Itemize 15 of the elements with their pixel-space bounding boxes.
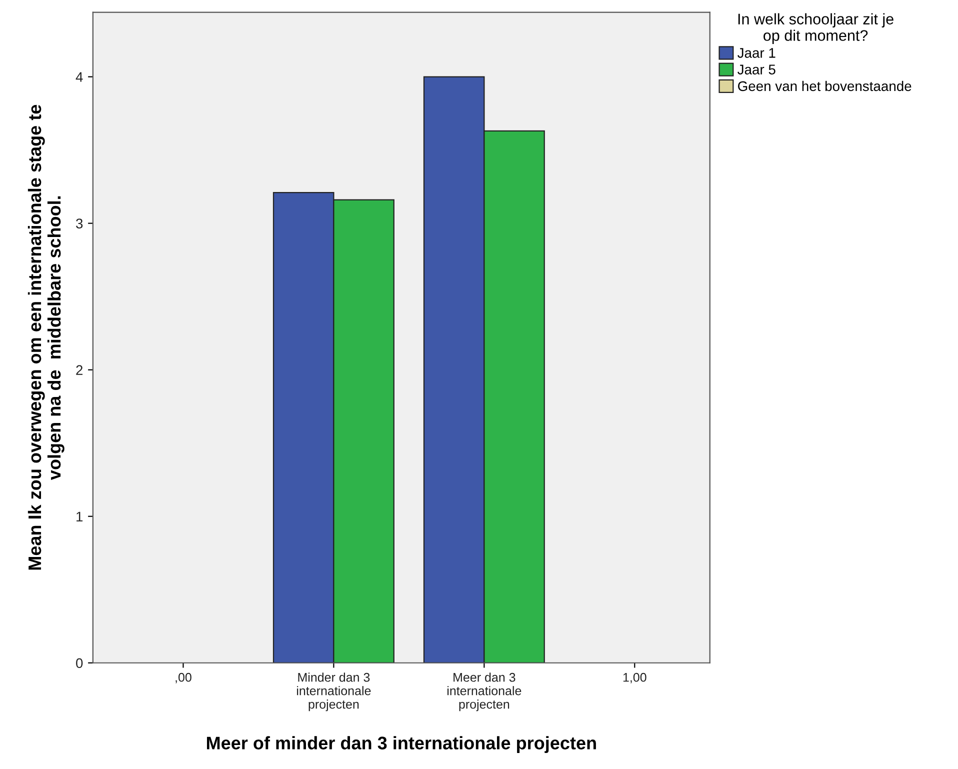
y-axis-title: Mean Ik zou overwegen om een internationale stage te volgen na de middelbare school. xyxy=(28,104,64,570)
y-tick-label: 0 xyxy=(76,658,83,668)
x-tick-label: ,00 xyxy=(176,672,192,684)
y-tick-label: 2 xyxy=(76,365,83,375)
legend-title: In welk schooljaar zit je op dit moment? xyxy=(738,13,894,44)
y-tick-label: 3 xyxy=(76,218,83,228)
legend-label: Jaar 1 xyxy=(738,48,776,58)
y-tick-label: 1 xyxy=(76,512,83,522)
y-tick-label: 4 xyxy=(76,72,83,82)
x-axis-title: Meer of minder dan 3 internationale projecten xyxy=(206,736,596,754)
x-tick-label: Minder dan 3 internationale projecten xyxy=(297,672,371,712)
legend-label: Geen van het bovenstaande xyxy=(738,80,912,92)
legend-label: Jaar 5 xyxy=(738,64,776,74)
x-tick-label: Meer dan 3 internationale projecten xyxy=(447,672,522,712)
x-tick-label: 1,00 xyxy=(623,672,646,684)
